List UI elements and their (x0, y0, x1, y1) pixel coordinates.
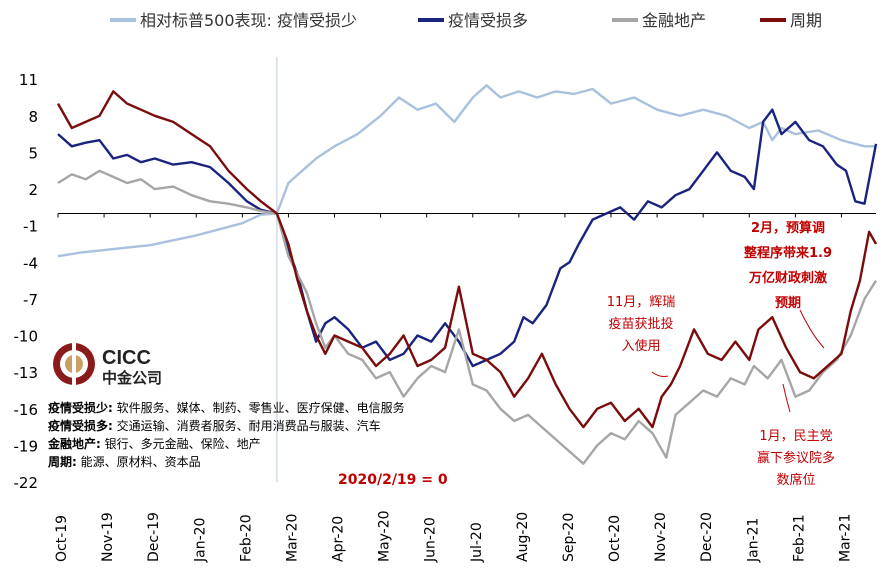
x-tick-label: Sep-20 (561, 513, 577, 562)
y-tick-label: -19 (14, 437, 39, 455)
series-layer (56, 84, 878, 465)
series-line-3 (56, 90, 878, 429)
x-tick-label: May-20 (377, 510, 393, 562)
annotation-arrows (651, 309, 825, 413)
ann-budget-line: 预期 (775, 296, 801, 311)
zero-date-label: 2020/2/19 = 0 (338, 472, 448, 488)
ann-budget-line: 整程序带来1.9 (743, 245, 832, 261)
arrow-pfizer (651, 371, 669, 377)
ann-pfizer-line: 疫苗获批投 (608, 316, 673, 332)
x-tick-label: Apr-20 (331, 516, 347, 562)
series-line-1 (57, 108, 878, 368)
series-line-2 (57, 169, 878, 465)
legend-label: 疫情受损多 (448, 11, 528, 30)
x-axis: Oct-19 Nov-19 Dec-19 Jan-20 Feb-20 Mar-20 Apr-… (54, 212, 876, 563)
arrow-senate (782, 383, 791, 413)
y-tick-label: -13 (14, 364, 39, 382)
sector-note: 疫情受损多: 交通运输、消费者服务、耐用消费品与服装、汽车 (48, 418, 381, 433)
x-tick-label: Dec-19 (146, 512, 162, 562)
y-tick-label: 2 (28, 181, 38, 199)
sector-note: 金融地产: 银行、多元金融、保险、地产 (47, 436, 261, 451)
x-tick-label: Feb-20 (238, 514, 254, 562)
legend: 相对标普500表现: 疫情受损少 疫情受损多 金融地产 周期 (110, 11, 822, 30)
y-tick-label: 5 (28, 144, 38, 162)
y-tick-label: -22 (14, 474, 39, 492)
x-tick-label: Nov-19 (100, 512, 116, 562)
x-tick-label: Jul-20 (469, 522, 485, 563)
x-tick-label: Mar-21 (837, 514, 853, 562)
logo-en: CICC (102, 347, 151, 369)
legend-label: 金融地产 (642, 11, 706, 30)
ann-senate-line: 1月，民主党 (759, 429, 832, 444)
series-line-0 (57, 84, 876, 258)
ann-budget-line: 2月，预算调 (751, 220, 825, 236)
y-tick-label: 11 (19, 71, 38, 89)
ann-senate-line: 数席位 (776, 472, 815, 488)
ann-senate-line: 赢下参议院多 (757, 450, 835, 466)
cicc-logo: CICC 中金公司 (53, 343, 162, 387)
x-tick-label: Feb-21 (791, 514, 807, 562)
x-tick-label: Dec-20 (699, 512, 715, 562)
x-tick-label: Nov-20 (653, 512, 669, 562)
x-tick-label: Oct-20 (607, 515, 623, 562)
x-tick-label: Jun-20 (423, 517, 439, 563)
y-tick-label: 8 (28, 108, 38, 126)
legend-label: 相对标普500表现: 疫情受损少 (140, 11, 357, 30)
arrow-budget (799, 309, 825, 349)
x-tick-label: Oct-19 (54, 515, 70, 562)
y-tick-label: -10 (14, 328, 39, 346)
ann-budget-line: 万亿财政刺激 (748, 270, 828, 286)
ann-pfizer-line: 入使用 (621, 338, 660, 354)
sector-note: 疫情受损少: 软件服务、媒体、制药、零售业、医疗保健、电信服务 (48, 400, 405, 415)
y-axis-labels: 11 8 5 2 -1 -4 -7 -10 -13 -16 -19 -22 (14, 71, 39, 492)
y-tick-label: -16 (14, 401, 39, 419)
legend-label: 周期 (790, 11, 822, 30)
ann-pfizer-line: 11月，辉瑞 (607, 295, 676, 310)
x-tick-label: Mar-20 (284, 514, 300, 562)
x-tick-label: Jan-21 (745, 518, 761, 563)
logo-cn: 中金公司 (102, 369, 162, 387)
y-tick-label: -7 (23, 291, 38, 309)
y-tick-label: -4 (23, 254, 38, 272)
y-tick-label: -1 (23, 218, 38, 236)
sector-note: 周期: 能源、原材料、资本品 (48, 454, 201, 469)
x-tick-label: Aug-20 (515, 512, 531, 562)
x-tick-label: Jan-20 (192, 518, 208, 563)
